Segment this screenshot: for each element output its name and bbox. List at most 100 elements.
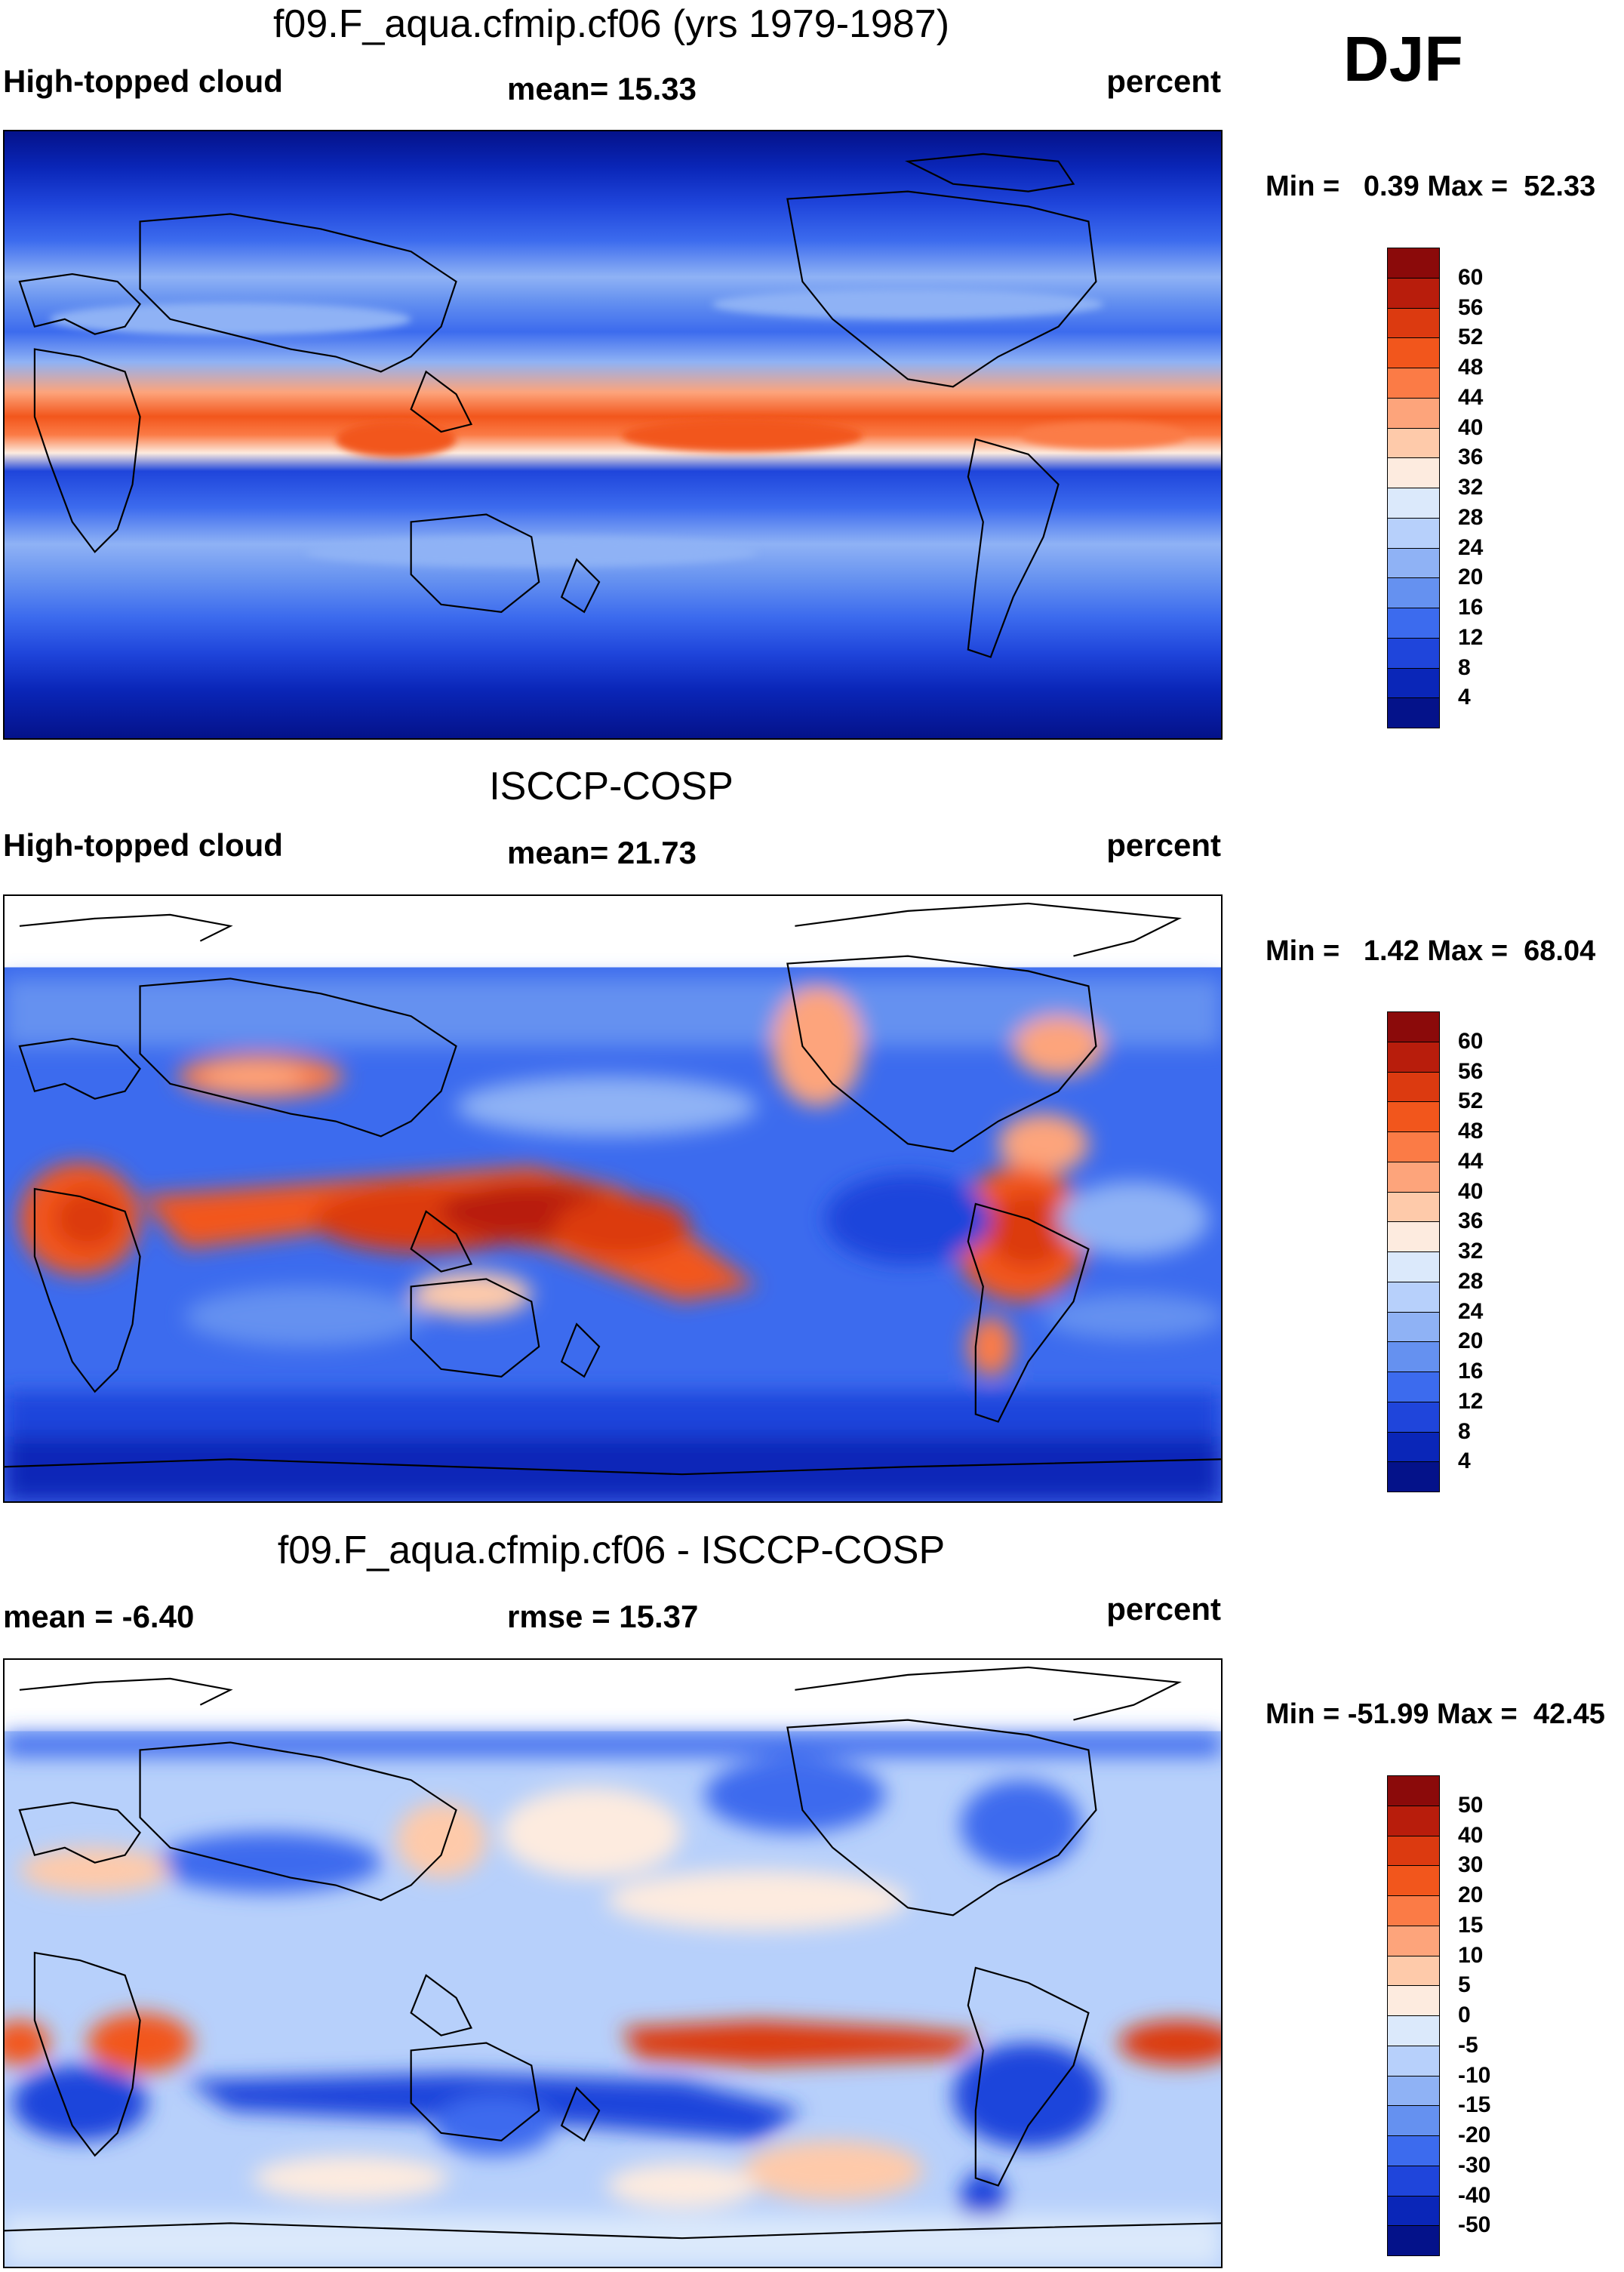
colorbar-tick-label: 56 (1458, 1058, 1484, 1084)
panel-obs-colorbar: 60 56 52 48 44 40 36 32 28 24 20 16 12 8 4 (1387, 1011, 1553, 1492)
colorbar-tick-label: 44 (1458, 384, 1484, 410)
colorbar-swatch (1387, 1431, 1440, 1463)
colorbar-swatch (1387, 1221, 1440, 1252)
colorbar-tick-label: 30 (1458, 1852, 1484, 1878)
colorbar-tick-label: 28 (1458, 1268, 1484, 1294)
panel-model-map (3, 130, 1223, 740)
colorbar-swatch (1387, 457, 1440, 488)
colorbar-swatch (1387, 1071, 1440, 1103)
colorbar-swatch (1387, 1401, 1440, 1433)
colorbar-swatch (1387, 1191, 1440, 1223)
colorbar-swatch (1387, 488, 1440, 519)
colorbar-swatch (1387, 1251, 1440, 1282)
colorbar-swatch (1387, 1011, 1440, 1042)
colorbar-swatch (1387, 1955, 1440, 1987)
colorbar-swatch (1387, 517, 1440, 549)
colorbar-tick-label: 20 (1458, 565, 1484, 590)
colorbar-tick-label: 20 (1458, 1883, 1484, 1907)
panel-diff-right-label: percent (1106, 1591, 1221, 1627)
colorbar-swatch (1387, 2015, 1440, 2046)
season-label: DJF (1343, 23, 1463, 94)
colorbar-tick-label: 12 (1458, 624, 1484, 650)
colorbar-swatch (1387, 2225, 1440, 2256)
coastlines (5, 902, 1221, 1476)
colorbar-tick-label: -20 (1458, 2123, 1491, 2147)
colorbar-swatch (1387, 1101, 1440, 1132)
colorbar-swatch (1387, 1925, 1440, 1956)
colorbar-tick-label: 8 (1458, 654, 1471, 680)
colorbar-swatch (1387, 307, 1440, 339)
colorbar-swatch (1387, 608, 1440, 639)
colorbar-tick-label: 60 (1458, 264, 1484, 290)
panel-obs-map (3, 894, 1223, 1503)
colorbar-tick-label: 44 (1458, 1148, 1484, 1174)
colorbar-tick-label: 32 (1458, 1239, 1484, 1264)
colorbar-swatch (1387, 1775, 1440, 1806)
colorbar-tick-label: 40 (1458, 1822, 1484, 1848)
colorbar-tick-label: 24 (1458, 534, 1484, 560)
colorbar-tick-label: 40 (1458, 1178, 1484, 1204)
colorbar-swatch (1387, 1311, 1440, 1343)
colorbar-swatch (1387, 397, 1440, 429)
colorbar-tick-label: 24 (1458, 1298, 1484, 1324)
colorbar-tick-label: 52 (1458, 325, 1484, 350)
colorbar-swatch (1387, 667, 1440, 699)
colorbar-swatch (1387, 1341, 1440, 1372)
colorbar-tick-label: 36 (1458, 445, 1484, 470)
colorbar-tick-label: -5 (1458, 2032, 1478, 2058)
panel-model-left-label: High-topped cloud (3, 63, 283, 99)
colorbar-tick-label: 32 (1458, 475, 1484, 500)
colorbar-swatch (1387, 1281, 1440, 1313)
colorbar-tick-label: -10 (1458, 2062, 1491, 2088)
colorbar-tick-label: 52 (1458, 1088, 1484, 1114)
colorbar-tick-label: 8 (1458, 1418, 1471, 1444)
panel-diff-map (3, 1658, 1223, 2268)
colorbar-tick-label: -50 (1458, 2212, 1491, 2238)
colorbar-tick-label: 36 (1458, 1208, 1484, 1234)
panel-diff-left-label: mean = -6.40 (3, 1599, 195, 1634)
colorbar-swatch (1387, 248, 1440, 279)
colorbar-swatch (1387, 1835, 1440, 1867)
colorbar-tick-label: 40 (1458, 414, 1484, 440)
colorbar-tick-label: 20 (1458, 1328, 1484, 1354)
colorbar-swatch (1387, 1041, 1440, 1073)
panel-diff-title: f09.F_aqua.cfmip.cf06 - ISCCP-COSP (277, 1529, 946, 1572)
panel-diff-center-label: rmse = 15.37 (507, 1599, 699, 1634)
colorbar-tick-label: 48 (1458, 1119, 1484, 1144)
colorbar-tick-label: 56 (1458, 294, 1484, 320)
panel-model-right-label: percent (1106, 63, 1221, 99)
colorbar-swatch (1387, 1131, 1440, 1162)
colorbar-tick-label: 4 (1458, 1448, 1471, 1474)
colorbar-swatch (1387, 277, 1440, 309)
panel-obs-center-label: mean= 21.73 (507, 835, 697, 870)
panel-diff-colorbar: 50 40 30 20 15 10 5 0 -5 -10 -15 -20 -30 -40 -50 (1387, 1775, 1553, 2256)
panel-model-title: f09.F_aqua.cfmip.cf06 (yrs 1979-1987) (272, 2, 950, 46)
colorbar-swatch (1387, 337, 1440, 368)
colorbar-tick-label: 28 (1458, 504, 1484, 530)
colorbar-swatch (1387, 1985, 1440, 2016)
panel-model-center-label: mean= 15.33 (507, 71, 697, 106)
colorbar-swatch (1387, 697, 1440, 728)
colorbar-tick-label: 10 (1458, 1942, 1484, 1968)
colorbar-swatch (1387, 1865, 1440, 1896)
coastlines (18, 152, 1097, 658)
colorbar-swatch (1387, 1461, 1440, 1492)
colorbar-swatch (1387, 577, 1440, 608)
panel-obs-minmax: Min = 1.42 Max = 68.04 (1266, 935, 1596, 967)
panel-obs-title: ISCCP-COSP (489, 765, 734, 808)
colorbar-tick-label: -30 (1458, 2152, 1491, 2178)
colorbar-swatch (1387, 1161, 1440, 1193)
colorbar-swatch (1387, 2135, 1440, 2166)
colorbar-tick-label: 5 (1458, 1972, 1471, 1998)
colorbar-tick-label: 12 (1458, 1388, 1484, 1414)
colorbar-swatch (1387, 368, 1440, 399)
colorbar-tick-label: -40 (1458, 2182, 1491, 2208)
colorbar-tick-label: 0 (1458, 2003, 1471, 2027)
panel-diff-minmax: Min = -51.99 Max = 42.45 (1266, 1698, 1605, 1730)
coastlines (5, 1666, 1221, 2240)
colorbar-swatch (1387, 547, 1440, 579)
colorbar-swatch (1387, 2105, 1440, 2136)
colorbar-tick-label: 4 (1458, 685, 1471, 710)
colorbar-swatch (1387, 2195, 1440, 2227)
colorbar-tick-label: 16 (1458, 595, 1484, 620)
